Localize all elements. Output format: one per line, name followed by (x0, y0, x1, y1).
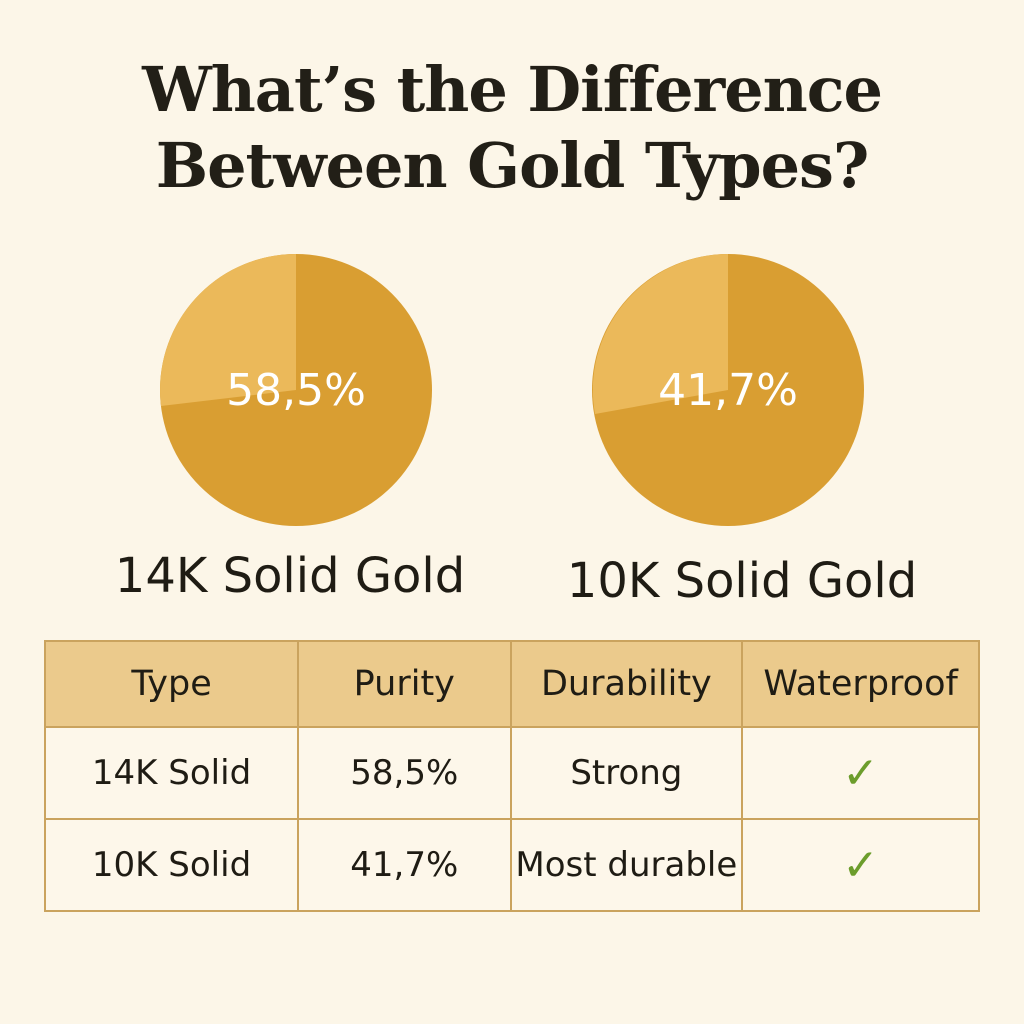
caption-14k: 14K Solid Gold (114, 548, 466, 604)
pie-14k-slice-rest (160, 254, 296, 406)
header-waterproof: Waterproof (741, 640, 980, 728)
header-durability: Durability (509, 640, 744, 728)
cell-type: 10K Solid (43, 818, 300, 912)
title-line-1: What’s the Difference (142, 53, 883, 126)
cell-durability: Most durable (509, 818, 744, 912)
table-header-row: Type Purity Durability Waterproof (43, 640, 980, 728)
page-title: What’s the Difference Between Gold Types… (0, 52, 1024, 204)
pie-10k-label: 41,7% (658, 365, 798, 416)
checkmark-icon: ✓ (741, 726, 980, 820)
pie-10k-slice-rest (592, 254, 728, 414)
cell-purity: 58,5% (297, 726, 512, 820)
pie-14k-svg (160, 254, 432, 526)
title-line-2: Between Gold Types? (155, 129, 870, 202)
caption-10k: 10K Solid Gold (566, 553, 918, 609)
header-type: Type (43, 640, 300, 728)
pie-chart-10k: 41,7% (588, 250, 868, 530)
table-row: 14K Solid 58,5% Strong ✓ (43, 726, 980, 820)
pie-chart-14k: 58,5% (156, 250, 436, 530)
pie-10k-svg (592, 254, 864, 526)
header-purity: Purity (297, 640, 512, 728)
comparison-table: Type Purity Durability Waterproof 14K So… (43, 640, 980, 912)
cell-type: 14K Solid (43, 726, 300, 820)
pie-14k-label: 58,5% (226, 365, 366, 416)
checkmark-icon: ✓ (741, 818, 980, 912)
table-row: 10K Solid 41,7% Most durable ✓ (43, 818, 980, 912)
cell-purity: 41,7% (297, 818, 512, 912)
cell-durability: Strong (509, 726, 744, 820)
